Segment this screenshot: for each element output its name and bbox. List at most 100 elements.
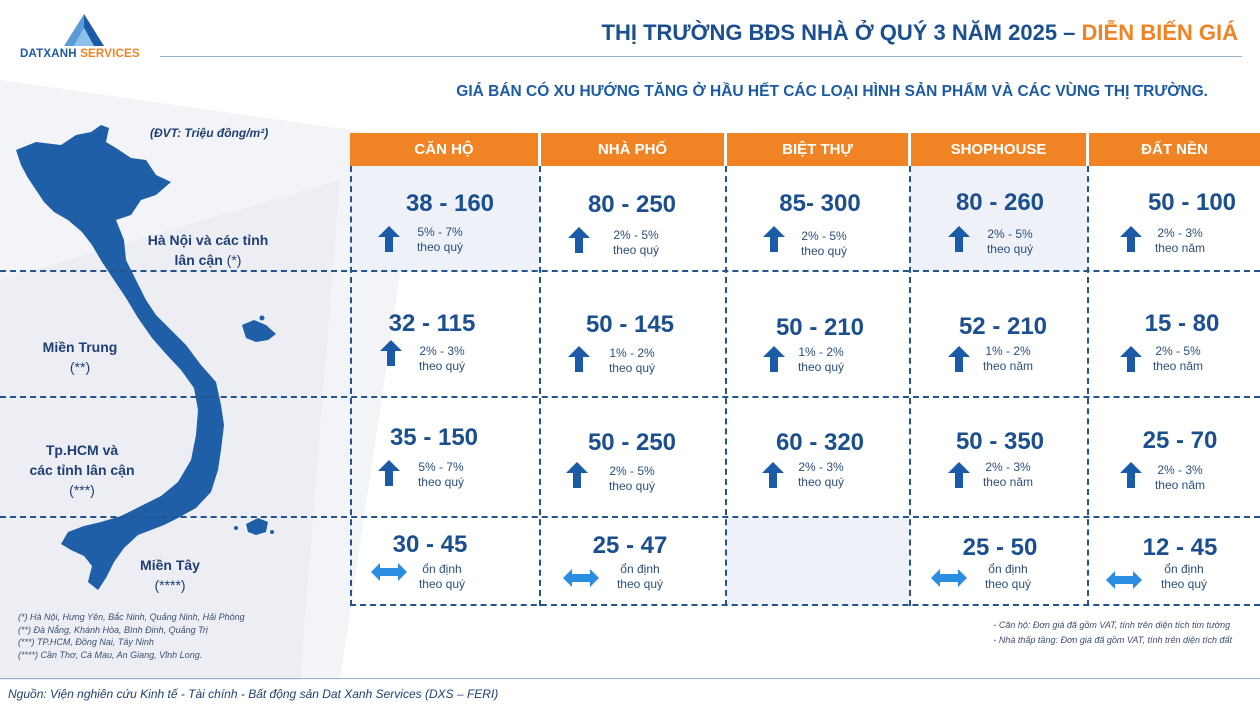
region-footnotes: (*) Hà Nội, Hưng Yên, Bắc Ninh, Quảng Ni…: [18, 611, 245, 661]
arrow-up-icon: [763, 346, 785, 372]
logo-text: DATXANH SERVICES: [20, 48, 140, 60]
source-divider: [0, 678, 1260, 679]
header-can-ho: CĂN HỘ: [350, 133, 538, 166]
change-value: 1% - 2%: [609, 346, 655, 360]
source-text: Nguồn: Viện nghiên cứu Kinh tế - Tài chí…: [8, 687, 499, 701]
price-range: 12 - 45: [1142, 534, 1218, 561]
price-range: 25 - 47: [592, 532, 668, 559]
change-value: 2% - 5%: [801, 229, 847, 243]
arrow-up-icon: [948, 226, 970, 252]
price-range: 85- 300: [779, 190, 861, 217]
footnote: - Căn hộ: Đơn giá đã gồm VAT, tính trên …: [993, 620, 1231, 630]
price-range: 15 - 80: [1144, 310, 1220, 337]
arrow-left-right-icon: [563, 569, 599, 587]
region-name: Miền Tây: [140, 557, 200, 573]
change-value: ổn định: [422, 562, 462, 576]
price-range: 80 - 250: [587, 191, 677, 218]
arrow-up-icon: [568, 227, 590, 253]
change-text: 2% - 5% theo quý: [987, 227, 1033, 257]
change-period: theo quý: [418, 359, 466, 373]
arrow-up-icon: [378, 226, 400, 252]
price-range: 50 - 210: [775, 314, 865, 341]
change-value: 2% - 5%: [613, 228, 659, 242]
row-divider: [0, 270, 1260, 272]
change-value: 5% - 7%: [418, 460, 464, 474]
change-text: 1% - 2% theo quý: [798, 345, 844, 375]
change-period: theo quý: [800, 244, 848, 258]
change-value: 1% - 2%: [798, 345, 844, 359]
price-range: 50 - 100: [1147, 189, 1237, 216]
change-value: 5% - 7%: [417, 225, 463, 239]
price-range: 35 - 150: [389, 424, 479, 451]
change-text: 2% - 5% theo quý: [801, 229, 847, 259]
price-footnotes: - Căn hộ: Đơn giá đã gồm VAT, tính trên …: [993, 618, 1232, 648]
change-period: theo quý: [797, 475, 845, 489]
grid-vline: [909, 166, 911, 606]
grid-vline: [539, 166, 541, 606]
title-divider: [160, 56, 1242, 57]
change-period: theo quý: [417, 475, 465, 489]
footnote: - Nhà thấp tầng: Đơn giá đã gồm VAT, tín…: [993, 635, 1232, 645]
change-value: 2% - 3%: [1157, 463, 1203, 477]
change-period: theo quý: [1160, 577, 1208, 591]
logo-mark-icon: [64, 14, 104, 46]
arrow-up-icon: [568, 346, 590, 372]
change-text: 2% - 3% theo quý: [419, 344, 465, 374]
change-period: theo quý: [608, 361, 656, 375]
change-value: 2% - 5%: [609, 464, 655, 478]
company-logo: DATXANH SERVICES: [20, 14, 150, 64]
price-range: 32 - 115: [388, 310, 476, 337]
region-name: Hà Nội và các tỉnh: [147, 232, 269, 248]
header-shophouse: SHOPHOUSE: [911, 133, 1086, 166]
change-text: 2% - 3% theo năm: [1155, 226, 1205, 256]
change-text: ổn định theo quý: [1161, 562, 1207, 592]
arrow-up-icon: [1120, 346, 1142, 372]
region-tp-hcm: Tp.HCM và các tỉnh lân cận (***): [29, 440, 134, 500]
change-text: 2% - 3% theo năm: [1155, 463, 1205, 493]
arrow-up-icon: [380, 340, 402, 366]
page-title: THỊ TRƯỜNG BĐS NHÀ Ở QUÝ 3 NĂM 2025 – DI…: [602, 20, 1238, 46]
price-range: 52 - 210: [958, 313, 1048, 340]
change-period: theo năm: [1154, 478, 1206, 492]
price-range: 50 - 145: [585, 311, 675, 338]
region-ha-noi: Hà Nội và các tỉnh lân cận (*): [148, 230, 269, 270]
region-name: Tp.HCM và: [45, 442, 119, 458]
change-value: 2% - 3%: [985, 460, 1031, 474]
footnote: (**) Đà Nẵng, Khánh Hòa, Bình Định, Quản…: [18, 624, 208, 635]
change-period: theo quý: [416, 240, 464, 254]
logo-main-text: DATXANH: [20, 48, 77, 60]
change-text: 2% - 5% theo quý: [613, 228, 659, 258]
price-range: 50 - 250: [587, 429, 677, 456]
arrow-up-icon: [948, 462, 970, 488]
change-value: 2% - 3%: [1157, 226, 1203, 240]
change-text: 1% - 2% theo năm: [983, 344, 1033, 374]
change-period: theo năm: [982, 359, 1034, 373]
arrow-up-icon: [378, 460, 400, 486]
price-range: 50 - 350: [955, 428, 1045, 455]
change-text: ổn định theo quý: [985, 562, 1031, 592]
grid-vline: [725, 166, 727, 606]
region-note: (**): [69, 359, 91, 375]
change-value: ổn định: [1164, 562, 1204, 576]
region-name: Miền Trung: [42, 339, 118, 355]
arrow-up-icon: [763, 226, 785, 252]
empty-cell: [726, 518, 910, 606]
footnote: (*) Hà Nội, Hưng Yên, Bắc Ninh, Quảng Ni…: [18, 612, 245, 622]
region-note: (*): [226, 252, 242, 268]
change-text: 2% - 3% theo quý: [798, 460, 844, 490]
arrow-up-icon: [566, 462, 588, 488]
grid-vline: [350, 166, 352, 606]
arrow-up-icon: [762, 462, 784, 488]
price-range: 25 - 70: [1142, 427, 1218, 454]
change-period: theo quý: [797, 360, 845, 374]
arrow-up-icon: [1120, 462, 1142, 488]
change-value: 2% - 3%: [798, 460, 844, 474]
change-text: 5% - 7% theo quý: [417, 225, 463, 255]
change-text: 2% - 3% theo năm: [983, 460, 1033, 490]
change-value: ổn định: [620, 562, 660, 576]
change-text: 2% - 5% theo năm: [1153, 344, 1203, 374]
arrow-up-icon: [1120, 226, 1142, 252]
region-mien-trung: Miền Trung (**): [43, 337, 118, 377]
region-name-2: lân cận: [174, 252, 223, 268]
change-value: 2% - 5%: [987, 227, 1033, 241]
